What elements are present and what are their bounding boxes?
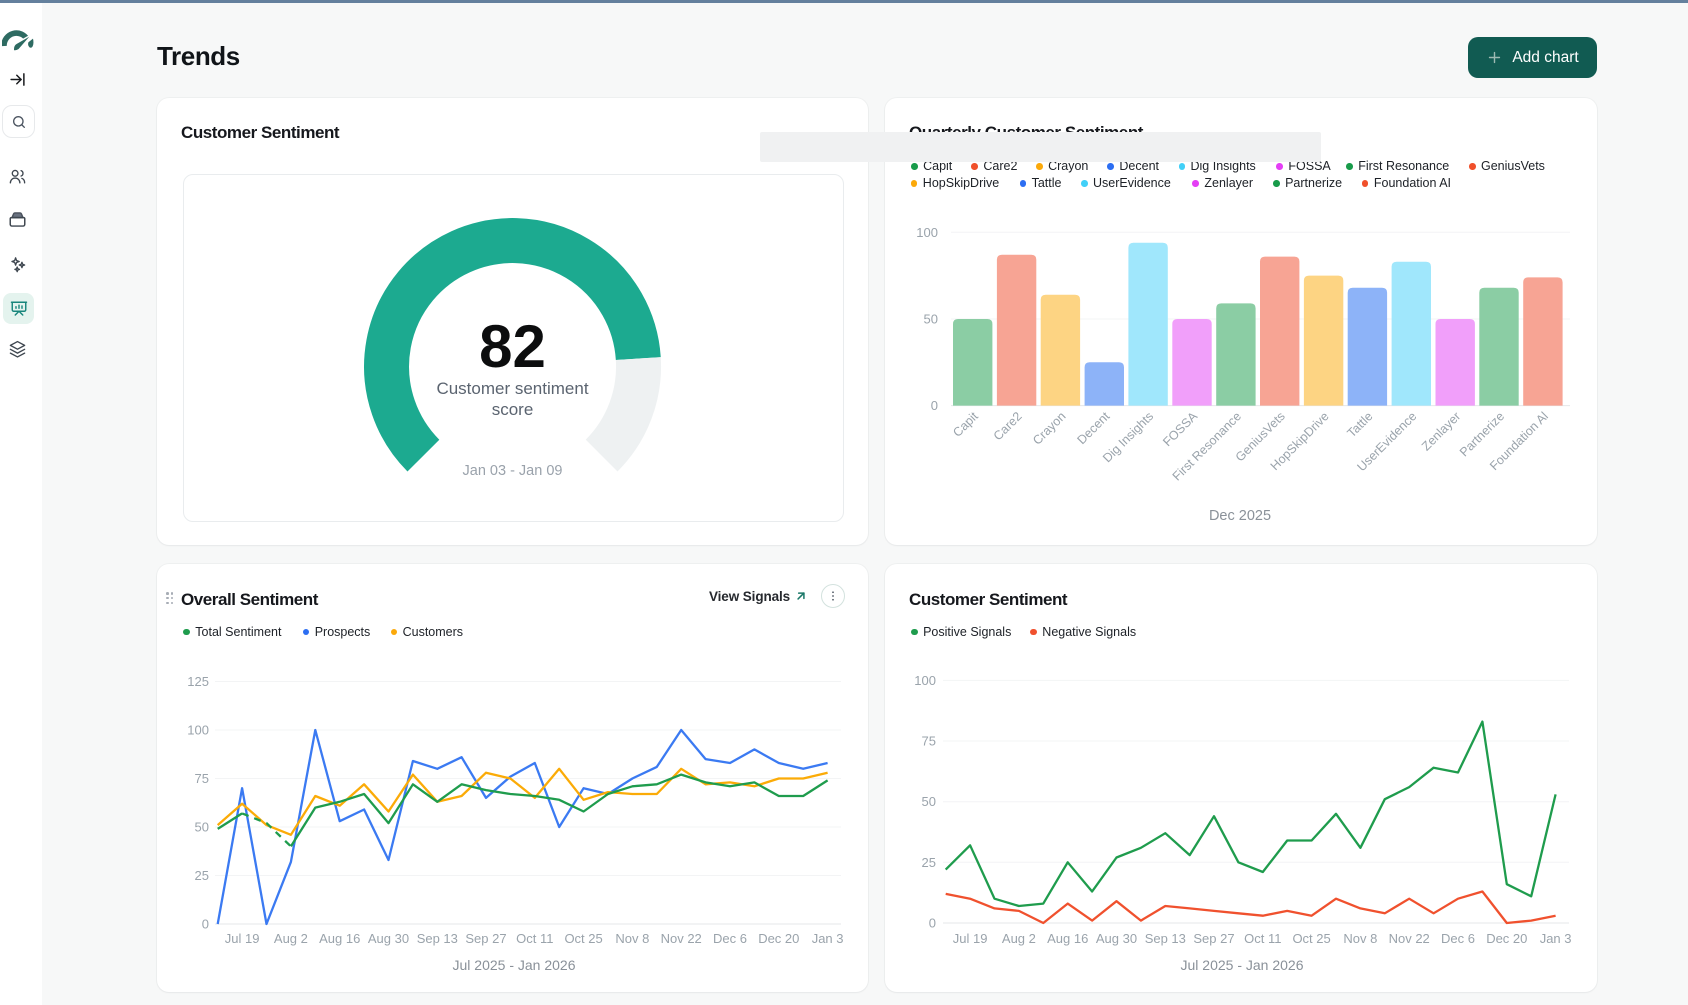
svg-text:100: 100 [914,673,936,688]
svg-text:Aug 2: Aug 2 [274,931,308,946]
svg-text:Decent: Decent [1075,409,1113,447]
svg-text:Aug 2: Aug 2 [1002,931,1036,946]
svg-text:100: 100 [916,225,938,240]
svg-text:Oct 25: Oct 25 [564,931,602,946]
svg-text:Sep 27: Sep 27 [465,931,506,946]
svg-text:Jul 2025 - Jan 2026: Jul 2025 - Jan 2026 [453,957,576,973]
svg-text:Nov 8: Nov 8 [615,931,649,946]
svg-text:125: 125 [187,674,209,689]
svg-text:Dec 2025: Dec 2025 [1209,508,1271,524]
svg-text:50: 50 [922,794,936,809]
svg-text:25: 25 [195,868,209,883]
svg-text:Dec 6: Dec 6 [1441,931,1475,946]
svg-text:Nov 22: Nov 22 [661,931,702,946]
svg-text:50: 50 [195,820,209,835]
svg-text:Jan 03 - Jan 09: Jan 03 - Jan 09 [463,463,563,479]
svg-text:Jul 19: Jul 19 [953,931,988,946]
svg-text:75: 75 [922,734,936,749]
svg-text:Jul 19: Jul 19 [225,931,260,946]
svg-text:50: 50 [924,312,938,327]
svg-text:Dec 6: Dec 6 [713,931,747,946]
svg-text:Nov 8: Nov 8 [1343,931,1377,946]
svg-text:Nov 22: Nov 22 [1389,931,1430,946]
svg-text:100: 100 [187,723,209,738]
svg-text:Oct 11: Oct 11 [516,931,553,946]
svg-text:Customer sentiment: Customer sentiment [436,379,588,398]
svg-text:Capit: Capit [950,409,981,440]
svg-text:Dec 20: Dec 20 [1486,931,1527,946]
svg-text:0: 0 [202,917,209,932]
svg-text:Crayon: Crayon [1030,409,1068,447]
svg-text:Zenlayer: Zenlayer [1419,409,1463,453]
svg-text:Sep 13: Sep 13 [417,931,458,946]
svg-text:75: 75 [195,771,209,786]
svg-text:0: 0 [929,916,936,931]
svg-text:Tattle: Tattle [1344,409,1375,440]
svg-text:Care2: Care2 [991,409,1025,443]
svg-text:Jan 3: Jan 3 [812,931,844,946]
svg-text:Jul 2025 - Jan 2026: Jul 2025 - Jan 2026 [1181,957,1304,973]
svg-text:Aug 16: Aug 16 [1047,931,1088,946]
svg-text:Sep 13: Sep 13 [1145,931,1186,946]
svg-text:Aug 30: Aug 30 [1096,931,1137,946]
svg-text:Aug 30: Aug 30 [368,931,409,946]
svg-text:Aug 16: Aug 16 [319,931,360,946]
svg-text:score: score [492,400,534,419]
svg-text:Oct 25: Oct 25 [1292,931,1330,946]
svg-text:25: 25 [922,855,936,870]
svg-text:FOSSA: FOSSA [1160,409,1200,449]
svg-text:Oct 11: Oct 11 [1244,931,1281,946]
svg-text:Dec 20: Dec 20 [758,931,799,946]
svg-text:0: 0 [931,398,938,413]
svg-text:Sep 27: Sep 27 [1193,931,1234,946]
svg-text:Jan 3: Jan 3 [1540,931,1572,946]
svg-text:82: 82 [479,313,546,380]
